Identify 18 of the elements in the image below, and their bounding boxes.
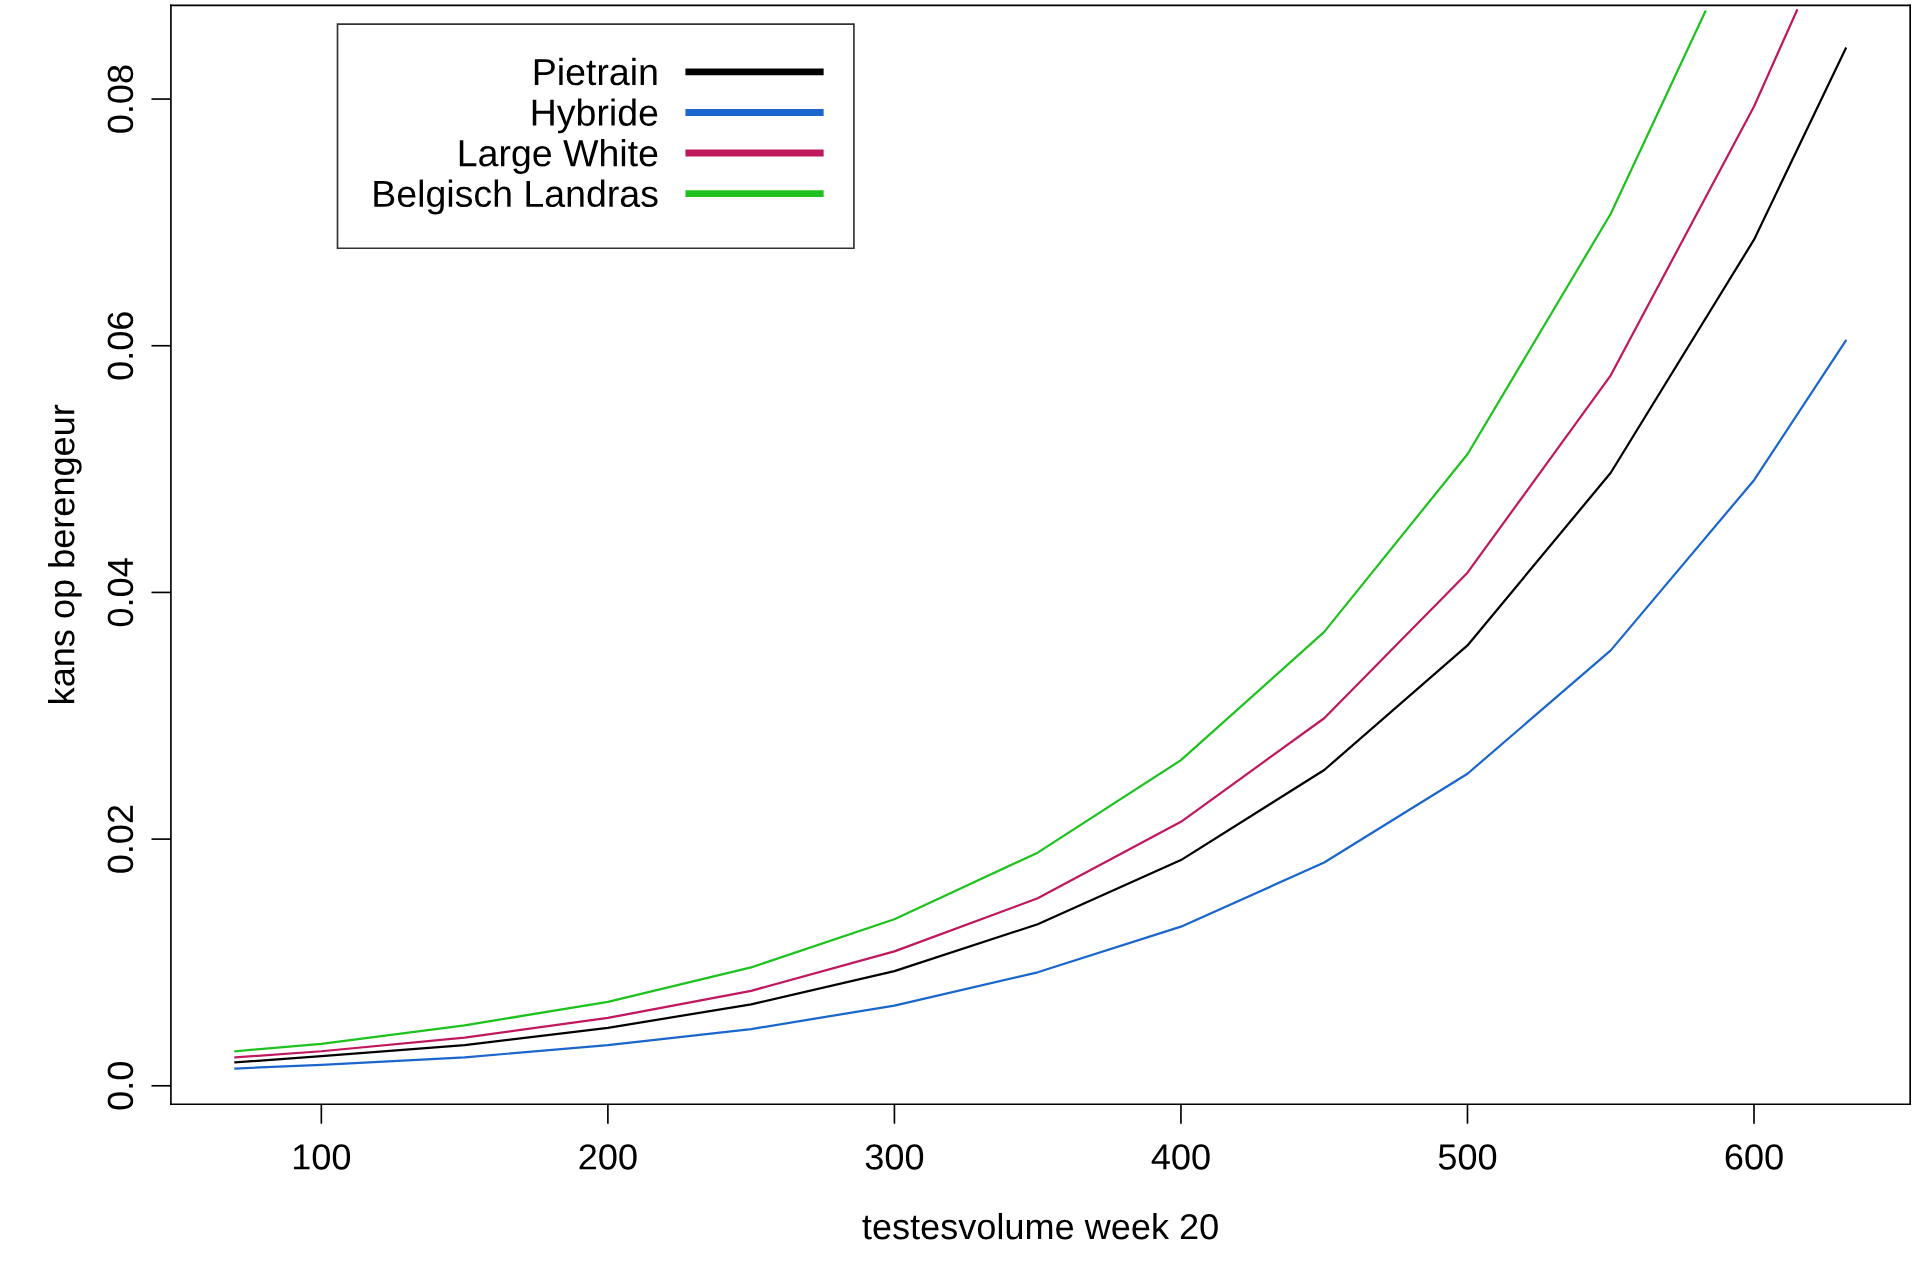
y-tick-label: 0.04 — [107, 558, 134, 627]
x-tick-label: 400 — [1151, 1144, 1210, 1170]
legend-label: Large White — [459, 138, 658, 174]
x-tick-label: 100 — [293, 1144, 351, 1170]
y-tick-label: 0.0 — [107, 1062, 134, 1110]
x-axis-title: testesvolume week 20 — [862, 1212, 1218, 1240]
x-tick-label: 200 — [579, 1144, 637, 1170]
legend-label: Pietrain — [534, 57, 657, 86]
x-tick-label: 500 — [1438, 1144, 1497, 1170]
y-axis-title: kans op berengeur — [48, 404, 82, 703]
line-series — [234, 339, 1847, 1070]
legend-label: Belgisch Landras — [374, 179, 658, 215]
y-tick-label: 0.02 — [107, 805, 134, 873]
x-tick-label: 600 — [1725, 1144, 1783, 1170]
y-tick-label: 0.06 — [107, 312, 134, 380]
legend-label: Hybride — [532, 98, 658, 134]
y-tick-label: 0.08 — [107, 65, 134, 133]
x-tick-label: 300 — [865, 1144, 924, 1170]
